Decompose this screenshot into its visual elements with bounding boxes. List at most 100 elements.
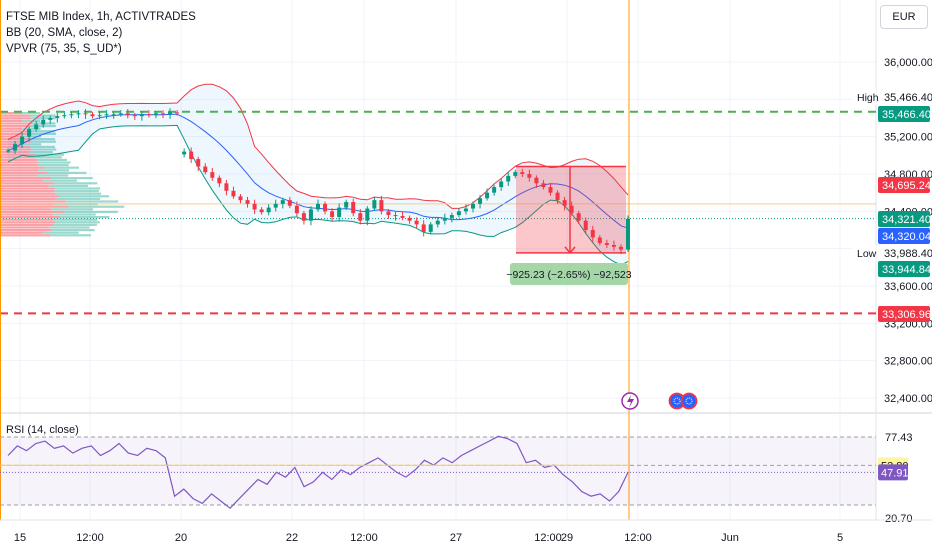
candle-down (555, 192, 560, 201)
candle-up (273, 203, 278, 208)
volume-profile-bar-up (0, 130, 31, 133)
candle-down (245, 200, 250, 204)
volume-profile-bar-up (0, 200, 66, 203)
candle-up (118, 113, 123, 115)
volume-profile-bar-up (0, 179, 43, 182)
candle-up (20, 136, 25, 145)
volume-profile-bar-down (30, 130, 56, 133)
volume-profile-bar-up (0, 166, 44, 169)
candle-down (330, 211, 335, 217)
volume-profile-bar-down (47, 171, 87, 174)
volume-profile-bar-up (0, 143, 23, 146)
price-tag-label: 35,466.40 (884, 92, 932, 104)
volume-profile-bar-up (0, 135, 23, 138)
candle-down (189, 151, 194, 160)
event-markers[interactable] (621, 392, 698, 410)
volume-profile-bar-up (0, 184, 49, 187)
volume-profile-bar-up (0, 231, 44, 234)
volume-profile-bar-down (54, 190, 99, 193)
volume-profile-bar-down (36, 158, 67, 161)
volume-profile-bar-down (50, 177, 93, 180)
price-side-label: Low (857, 248, 877, 260)
candle-up (485, 192, 490, 199)
candle-up (153, 113, 158, 116)
volume-profile-bar-up (0, 158, 37, 161)
candle-down (210, 172, 215, 178)
volume-profile-bar-down (55, 197, 101, 200)
price-tag-label: 35,466.40 (882, 109, 931, 121)
candle-down (541, 183, 546, 188)
volume-profile-bar-down (33, 156, 62, 159)
price-tag-bg (878, 228, 930, 244)
measure-arrow-head (564, 246, 576, 255)
volume-profile-bar-up (0, 151, 30, 154)
bb-indicator-label[interactable]: BB (20, SMA, close, 2) (6, 27, 123, 39)
candle-down (618, 246, 623, 250)
candle-down (224, 183, 229, 191)
candle-down (301, 213, 306, 221)
candle-down (358, 213, 363, 221)
rsi-indicator-label[interactable]: RSI (14, close) (6, 424, 79, 436)
candle-up (456, 211, 461, 216)
volume-profile-bar-down (53, 182, 98, 185)
volume-profile-bar-down (22, 119, 41, 122)
currency-selector[interactable]: EUR (880, 5, 928, 29)
candle-up (506, 175, 511, 182)
candle-down (175, 112, 180, 114)
candle-down (287, 200, 292, 206)
price-tag-label: 34,320.04 (882, 231, 931, 243)
symbol-title[interactable]: FTSE MIB Index, 1h, ACTIVTRADES (6, 11, 196, 23)
candle-up (69, 114, 74, 116)
volume-profile-bar-down (52, 213, 96, 216)
flag-icon (685, 397, 693, 405)
candle-down (323, 203, 328, 212)
time-tick-label: 15 (14, 532, 26, 544)
price-tick-label: 33,600.00 (884, 281, 932, 293)
economic-event-marker[interactable] (680, 392, 698, 410)
volume-profile-bar-up (0, 114, 31, 117)
volume-profile-bar-up (0, 210, 65, 213)
price-tag-label: 33,988.40 (884, 248, 932, 260)
vpvr-indicator-label[interactable]: VPVR (75, 35, S_UD*) (6, 43, 122, 55)
candle-up (266, 207, 271, 213)
grid-lines (0, 0, 932, 520)
time-tick-label: 5 (837, 532, 843, 544)
volume-profile-bar-down (53, 223, 97, 226)
volume-profile-bar-up (0, 208, 52, 211)
bb-upper-line (7, 83, 629, 209)
volume-profile-bar-up (0, 223, 54, 226)
candlesticks (6, 108, 630, 255)
volume-profile-bar-down (60, 195, 110, 198)
volume-profile-bar-up (0, 221, 55, 224)
candle-down (203, 166, 208, 173)
bb-fill (8, 84, 628, 265)
volume-profile-bar-down (48, 184, 88, 187)
candle-down (125, 113, 130, 116)
candle-down (386, 211, 391, 216)
candle-down (604, 243, 609, 245)
volume-profile-bar-down (30, 148, 57, 151)
candle-up (55, 116, 60, 118)
volume-profile-bar-up (0, 138, 31, 141)
price-range-measure: −925.23 (−2.65%) −92,523 (506, 165, 632, 285)
volume-profile-bar-up (0, 177, 51, 180)
volume-profile-bar-up (0, 171, 48, 174)
price-tag-bg (878, 306, 930, 322)
volume-profile-bar-down (38, 161, 71, 164)
volume-profile-bar-up (0, 119, 23, 122)
volume-profile-bar-up (0, 187, 56, 190)
volume-profile-bar-up (0, 153, 36, 156)
volume-profile-bar-up (0, 234, 51, 237)
rsi-tick-label: 77.43 (885, 432, 913, 444)
time-tick-label: 29 (561, 532, 573, 544)
volume-profile-bar-up (0, 174, 38, 177)
candle-up (182, 151, 187, 155)
price-tag-bg (878, 177, 930, 193)
volume-profile-bar-down (22, 143, 42, 146)
volume-profile-bar-down (29, 151, 53, 154)
candle-down (393, 215, 398, 217)
price-tag-bg (878, 211, 930, 227)
volume-profile-bar-up (0, 192, 56, 195)
volume-profile-bar-down (55, 187, 101, 190)
